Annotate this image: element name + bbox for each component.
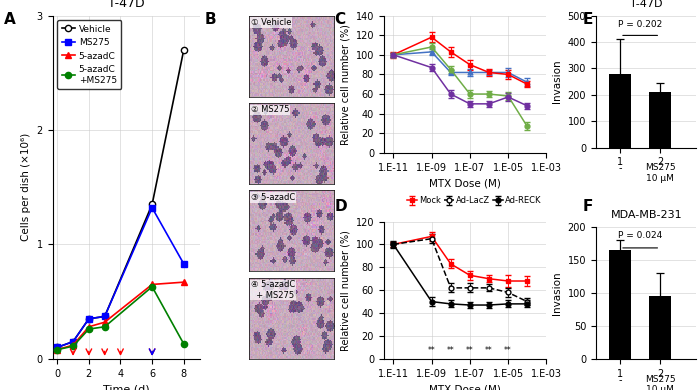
5-azadC
+MS275 [53,347,62,352]
Text: **: ** [466,346,474,355]
Text: -: - [618,163,622,174]
Vehicle [180,48,188,52]
Text: ③ 5-azadC: ③ 5-azadC [251,193,295,202]
5-azadC [101,320,109,324]
5-azadC [69,343,77,347]
5-azadC
+MS275 [180,342,188,346]
5-azadC
+MS275 [101,324,109,329]
Y-axis label: Invasion: Invasion [552,271,562,315]
Bar [649,296,671,359]
MS275 [85,316,93,321]
Legend: Vehicle, MS275, 5-azadC, 5-azadC
+MS275: Vehicle, MS275, 5-azadC, 5-azadC +MS275 [57,20,121,89]
MS275 [148,206,156,210]
Y-axis label: Relative cell number (%): Relative cell number (%) [340,230,350,351]
Vehicle [85,316,93,321]
Bar [609,250,631,359]
5-azadC [53,347,62,352]
Text: ② MS275: ② MS275 [251,105,289,114]
Y-axis label: Cells per dish (×10⁶): Cells per dish (×10⁶) [21,133,31,241]
Text: **: ** [428,346,435,355]
Vehicle [53,345,62,350]
MS275 [180,262,188,266]
Title: T-47D: T-47D [630,0,662,9]
Text: B: B [204,12,216,27]
Line: 5-azadC
+MS275: 5-azadC +MS275 [54,284,187,353]
X-axis label: MTX Dose (M): MTX Dose (M) [429,384,501,390]
Text: ④ 5-azadC
  + MS275: ④ 5-azadC + MS275 [251,280,295,300]
Bar [649,92,671,147]
MS275 [69,339,77,344]
5-azadC [85,324,93,329]
Text: A: A [4,12,15,27]
MS275 [53,345,62,350]
5-azadC
+MS275 [69,344,77,349]
5-azadC
+MS275 [85,327,93,332]
Text: MS275
10 μM: MS275 10 μM [645,375,676,390]
Vehicle [148,202,156,207]
Text: P = 0.024: P = 0.024 [618,231,662,240]
Line: MS275: MS275 [54,205,187,351]
MS275 [101,314,109,319]
Text: C: C [335,12,346,27]
X-axis label: MTX Dose (M): MTX Dose (M) [429,178,501,188]
Line: 5-azadC: 5-azadC [54,279,187,353]
Text: D: D [335,199,347,214]
Text: **: ** [504,346,512,355]
Line: Vehicle: Vehicle [54,47,187,351]
Text: -: - [618,375,622,385]
Legend: Mock, Ad-LacZ, Ad-RECK: Mock, Ad-LacZ, Ad-RECK [406,195,542,206]
Vehicle [69,339,77,344]
Bar [609,74,631,147]
X-axis label: Time (d): Time (d) [103,384,149,390]
Vehicle [101,314,109,319]
Y-axis label: Invasion: Invasion [552,60,562,103]
Title: T-47D: T-47D [108,0,144,10]
Text: MS275
10 μM: MS275 10 μM [645,163,676,183]
Text: **: ** [485,346,493,355]
Text: **: ** [447,346,454,355]
Text: ① Vehicle: ① Vehicle [251,18,291,27]
Text: F: F [582,199,593,214]
5-azadC [180,280,188,284]
Title: MDA-MB-231: MDA-MB-231 [610,211,682,220]
Text: E: E [582,12,593,27]
Y-axis label: Relative cell number (%): Relative cell number (%) [340,24,350,145]
5-azadC [148,282,156,287]
5-azadC
+MS275 [148,284,156,289]
Text: P = 0.202: P = 0.202 [618,20,662,29]
